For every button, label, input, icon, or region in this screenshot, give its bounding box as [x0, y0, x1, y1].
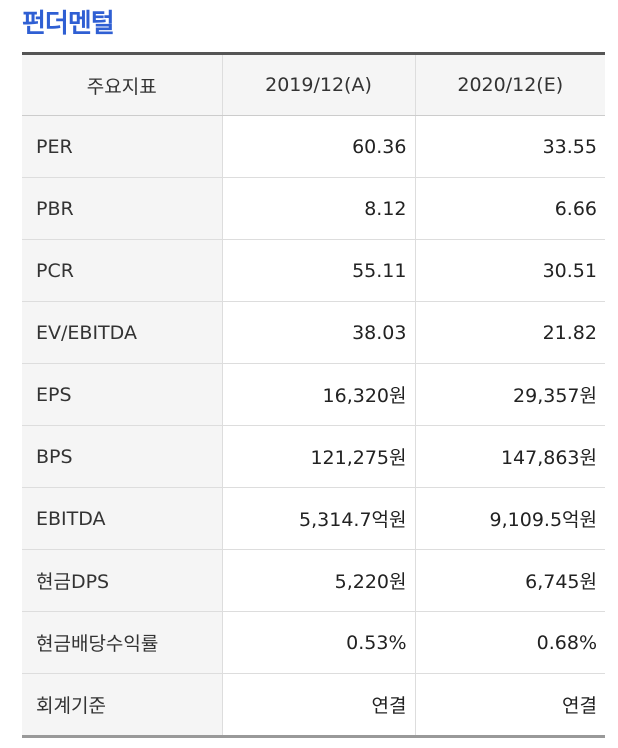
- table-row: PER 60.36 33.55: [22, 115, 605, 178]
- row-label: 회계기준: [22, 673, 222, 737]
- row-label: EBITDA: [22, 487, 222, 550]
- table-row: 현금배당수익률 0.53% 0.68%: [22, 611, 605, 674]
- table-row: PCR 55.11 30.51: [22, 239, 605, 302]
- header-2019: 2019/12(A): [221, 53, 415, 116]
- row-label: EPS: [22, 363, 222, 426]
- header-2020: 2020/12(E): [414, 53, 605, 116]
- value-2020: 0.68%: [414, 611, 605, 674]
- value-2020: 147,863원: [414, 425, 605, 488]
- table-row: EPS 16,320원 29,357원: [22, 363, 605, 426]
- table-row: EBITDA 5,314.7억원 9,109.5억원: [22, 487, 605, 550]
- value-2020: 9,109.5억원: [414, 487, 605, 550]
- row-label: PBR: [22, 177, 222, 240]
- table-row: EV/EBITDA 38.03 21.82: [22, 301, 605, 364]
- row-label: 현금배당수익률: [22, 611, 222, 674]
- table-row: 현금DPS 5,220원 6,745원: [22, 549, 605, 612]
- value-2019: 121,275원: [221, 425, 415, 488]
- header-indicator: 주요지표: [22, 53, 222, 116]
- value-2019: 60.36: [221, 115, 415, 178]
- table-row: BPS 121,275원 147,863원: [22, 425, 605, 488]
- value-2020: 6,745원: [414, 549, 605, 612]
- section-title: 펀더멘털: [22, 9, 115, 39]
- value-2019: 38.03: [221, 301, 415, 364]
- value-2019: 5,314.7억원: [221, 487, 415, 550]
- value-2019: 5,220원: [221, 549, 415, 612]
- value-2020: 6.66: [414, 177, 605, 240]
- value-2020: 33.55: [414, 115, 605, 178]
- table-row: 회계기준 연결 연결: [22, 673, 605, 737]
- table-header-row: 주요지표 2019/12(A) 2020/12(E): [22, 53, 605, 116]
- value-2020: 30.51: [414, 239, 605, 302]
- row-label: 현금DPS: [22, 549, 222, 612]
- row-label: PER: [22, 115, 222, 178]
- value-2019: 연결: [221, 673, 415, 737]
- fundamentals-table: 주요지표 2019/12(A) 2020/12(E) PER 60.36 33.…: [22, 52, 605, 738]
- value-2020: 21.82: [414, 301, 605, 364]
- value-2019: 16,320원: [221, 363, 415, 426]
- value-2019: 0.53%: [221, 611, 415, 674]
- value-2020: 연결: [414, 673, 605, 737]
- value-2019: 8.12: [221, 177, 415, 240]
- table-row: PBR 8.12 6.66: [22, 177, 605, 240]
- row-label: BPS: [22, 425, 222, 488]
- value-2020: 29,357원: [414, 363, 605, 426]
- row-label: EV/EBITDA: [22, 301, 222, 364]
- value-2019: 55.11: [221, 239, 415, 302]
- row-label: PCR: [22, 239, 222, 302]
